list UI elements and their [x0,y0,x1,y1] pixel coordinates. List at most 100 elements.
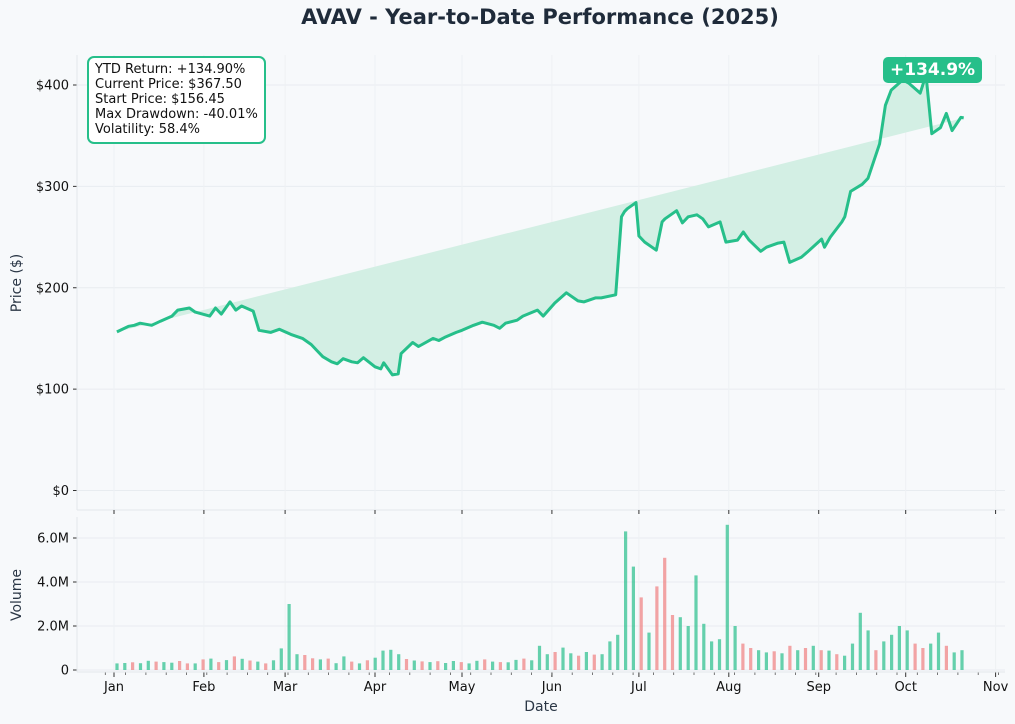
volume-bar [936,632,941,670]
x-tick-label: Feb [192,680,215,695]
volume-bar [170,662,174,670]
x-axis-label: Date [524,699,557,715]
volume-bar [224,660,229,670]
volume-bar [303,655,307,670]
return-badge: +134.9% [883,57,983,83]
volume-bar [631,566,635,670]
volume-bar [404,659,409,670]
volume-bar [741,643,745,670]
volume-bar [545,654,549,670]
volume-bar [757,650,761,670]
price-tick-label: $400 [36,79,69,94]
start-price-text: Start Price: $156.45 [95,92,225,107]
volume-bar [835,654,839,670]
volume-bar [639,597,643,670]
volume-bars [115,524,964,670]
stats-box: YTD Return: +134.90% Current Price: $367… [87,56,266,144]
volume-bar [702,623,706,670]
volume-bar [381,650,385,670]
volume-bar [694,575,698,670]
volume-bar [514,659,518,670]
volume-bar [123,663,127,670]
price-tick-label: $0 [52,484,69,499]
volume-bar [592,654,596,670]
volume-bar [506,662,510,670]
volume-bar [131,662,135,670]
volume-bar [412,660,416,670]
volume-bar [483,659,487,670]
x-tick-label: May [449,680,476,695]
volume-bar [819,650,823,670]
volume-bar [287,604,291,670]
volume-bar [522,658,526,670]
volume-bar [256,661,260,670]
volume-bar [866,630,870,670]
volume-bar [373,657,377,670]
max-drawdown-text: Max Drawdown: -40.01% [95,107,258,122]
volume-bar [686,626,690,670]
volume-bar [725,524,729,670]
volume-tick-label: 6.0M [37,532,69,547]
current-price-text: Current Price: $367.50 [95,77,242,92]
volume-bar [178,661,182,670]
volume-bar [960,650,964,670]
volume-bar [905,630,909,670]
volume-panel: 0 2.0M 4.0M 6.0M Jan Feb Mar Apr May Jun Jul Aug Sep… [37,517,1009,695]
volume-bar [162,662,166,670]
volume-axis-label: Volume [9,569,25,621]
volume-bar [569,653,573,670]
volume-bar [710,641,714,670]
volume-bar [796,650,800,670]
volume-tick-label: 0 [61,664,69,679]
volume-bar [201,659,205,670]
volume-bar [944,645,948,670]
volume-bar [537,645,542,670]
volume-bar [185,663,189,670]
volume-bar [616,634,620,670]
volume-bar [530,660,534,670]
x-tick-label: Aug [716,680,741,695]
price-axis-label: Price ($) [9,254,25,312]
volume-bar [491,661,495,670]
volume-bar [397,654,401,670]
volume-tick-label: 2.0M [37,620,69,635]
price-panel: $0 $100 $200 $300 $400 [36,55,1005,514]
volume-bar [154,661,158,670]
volume-bar [882,641,886,670]
volume-bar [553,652,557,670]
volume-bar [608,641,612,670]
volume-bar [350,661,354,670]
price-series [116,73,964,377]
volume-bar [921,648,925,670]
volume-bar [897,626,901,670]
volume-axis: 0 2.0M 4.0M 6.0M Jan Feb Mar Apr May Jun Jul Aug Sep… [37,517,1009,695]
price-tick-label: $300 [36,180,69,195]
volume-bar [772,651,776,670]
x-tick-label: Oct [894,680,916,695]
volume-bar [428,662,432,670]
volume-bar [467,663,471,670]
volume-bar [874,650,878,670]
ytd-return-text: YTD Return: +134.90% [95,62,246,77]
volume-bar [952,652,956,670]
volume-bar [318,659,322,670]
volume-bar [279,648,283,670]
volatility-text: Volatility: 58.4% [95,122,201,137]
volume-bar [451,661,455,670]
volume-bar [311,658,315,670]
volume-bar [444,663,448,670]
volume-bar [193,663,197,670]
volume-bar [913,643,917,670]
volume-bar [420,661,424,670]
volume-bar [827,650,831,670]
volume-bar [749,648,753,670]
volume-bar [248,660,252,670]
price-axis: $0 $100 $200 $300 $400 [36,55,1005,514]
volume-bar [577,655,581,670]
volume-bar [803,648,808,670]
x-tick-label: Jun [541,680,562,695]
volume-bar [858,612,862,670]
volume-bar [295,654,299,670]
volume-bar [389,649,393,670]
volume-bar [498,662,502,670]
